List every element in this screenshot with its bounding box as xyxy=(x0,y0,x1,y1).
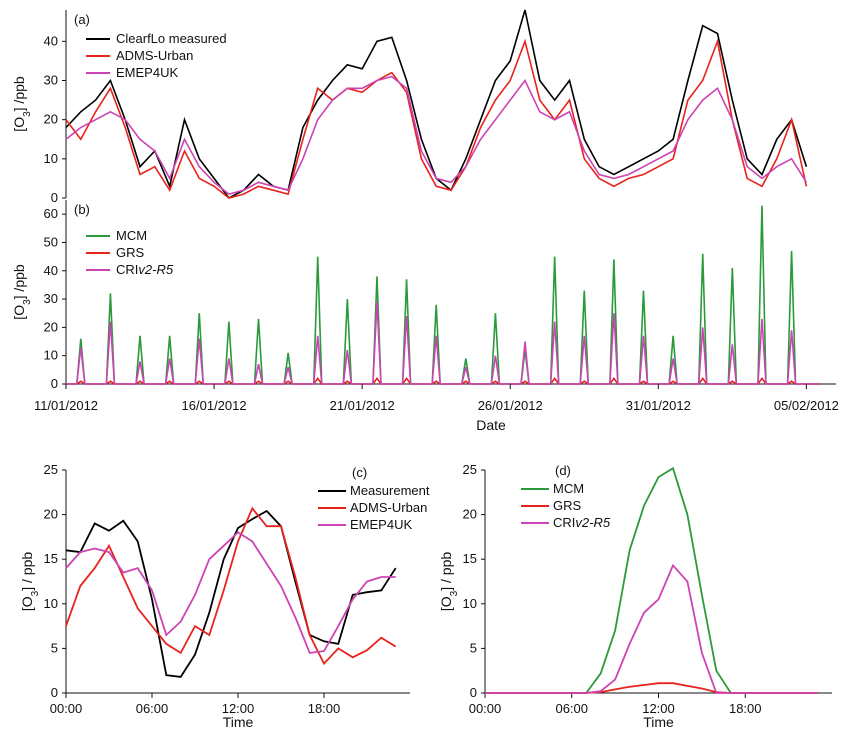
y-axis-label-part: [O xyxy=(19,596,35,611)
y-tick-label: 25 xyxy=(44,462,58,477)
y-axis-label-subscript: 3 xyxy=(30,590,41,596)
y-tick-label: 40 xyxy=(44,263,58,278)
series-line-emep4uk xyxy=(65,531,396,654)
y-axis-label-part: ] /ppb xyxy=(11,76,27,111)
panel-label: (a) xyxy=(74,12,90,27)
legend-text-part: v2-R5 xyxy=(575,515,610,530)
y-tick-label: 0 xyxy=(51,685,58,700)
y-tick-label: 10 xyxy=(44,151,58,166)
y-axis-label-part: ] / ppb xyxy=(19,552,35,591)
x-tick-label: 18:00 xyxy=(729,701,762,716)
x-tick-label: 18:00 xyxy=(308,701,341,716)
legend-text: GRS xyxy=(116,245,145,260)
x-tick-label: 06:00 xyxy=(136,701,169,716)
legend-text: ADMS-Urban xyxy=(350,500,427,515)
legend-text: MCM xyxy=(116,228,147,243)
panel-label: (c) xyxy=(352,465,367,480)
y-axis-label-subscript: 3 xyxy=(449,590,460,596)
legend-text-part: CRI xyxy=(553,515,575,530)
series-line-measurement xyxy=(65,509,397,678)
y-tick-label: 20 xyxy=(44,112,58,127)
x-tick-label: 06:00 xyxy=(555,701,588,716)
y-tick-label: 10 xyxy=(44,596,58,611)
y-axis-label: [O3] /ppb xyxy=(11,76,33,132)
x-axis-label: Time xyxy=(643,714,674,730)
y-tick-label: 20 xyxy=(463,507,477,522)
x-tick-label: 00:00 xyxy=(50,701,83,716)
y-tick-label: 5 xyxy=(51,640,58,655)
panel-a: 0 10 20 30 40 [O3] /ppb (a) ClearfLo measured AD… xyxy=(11,9,808,205)
panel-b: 0 10 20 30 40 50 60 [O3] /ppb (b) 11/01/2012 16/01… xyxy=(11,200,839,433)
y-axis-label-part: ] /ppb xyxy=(11,264,27,299)
series-line-mcm xyxy=(485,466,818,694)
x-tick-label: 11/01/2012 xyxy=(34,398,98,413)
x-tick-label: 12:00 xyxy=(642,701,675,716)
legend-text: CRIv2-R5 xyxy=(116,262,174,277)
y-tick-label: 0 xyxy=(51,190,58,205)
series-line-criv2-r5 xyxy=(485,563,818,694)
series-line-adms-urban xyxy=(65,506,397,666)
panel-label: (b) xyxy=(74,202,90,217)
y-axis-label: [O3] /ppb xyxy=(11,264,33,320)
y-tick-label: 20 xyxy=(44,319,58,334)
legend-text: Measurement xyxy=(350,483,430,498)
y-tick-label: 30 xyxy=(44,73,58,88)
y-tick-label: 50 xyxy=(44,234,58,249)
x-axis-label: Time xyxy=(223,714,254,730)
legend-text: ADMS-Urban xyxy=(116,48,193,63)
y-tick-label: 60 xyxy=(44,206,58,221)
series-line-grs xyxy=(485,682,818,694)
y-axis-label-subscript: 3 xyxy=(22,299,33,305)
y-tick-label: 0 xyxy=(470,685,477,700)
x-tick-label: 16/01/2012 xyxy=(182,398,247,413)
panel-label: (d) xyxy=(555,463,571,478)
series-line-grs xyxy=(66,376,822,385)
y-tick-label: 20 xyxy=(44,507,58,522)
series-line-emep4uk xyxy=(65,75,808,195)
legend-text: EMEP4UK xyxy=(350,517,412,532)
y-axis-label-part: [O xyxy=(438,596,454,611)
y-axis-label-part: ] / ppb xyxy=(438,552,454,591)
y-tick-label: 10 xyxy=(44,348,58,363)
y-tick-label: 40 xyxy=(44,33,58,48)
series-line-adms-urban xyxy=(65,38,808,199)
legend-text-part: v2-R5 xyxy=(138,262,173,277)
x-tick-label: 05/02/2012 xyxy=(774,398,839,413)
legend-text: MCM xyxy=(553,481,584,496)
panel-d: 0 5 10 15 20 25 00:00 06:00 12:00 18:00 Time [O3] /… xyxy=(438,462,832,730)
legend-text: GRS xyxy=(553,498,582,513)
x-tick-label: 12:00 xyxy=(222,701,255,716)
legend-text: ClearfLo measured xyxy=(116,31,227,46)
y-tick-label: 25 xyxy=(463,462,477,477)
y-tick-label: 15 xyxy=(463,551,477,566)
y-tick-label: 15 xyxy=(44,551,58,566)
legend-text-part: CRI xyxy=(116,262,138,277)
x-axis-label: Date xyxy=(476,417,506,433)
y-tick-label: 10 xyxy=(463,596,477,611)
x-tick-label: 00:00 xyxy=(469,701,502,716)
y-axis-label-part: [O xyxy=(11,305,27,320)
y-tick-label: 30 xyxy=(44,291,58,306)
legend-text: CRIv2-R5 xyxy=(553,515,611,530)
y-axis-label: [O3] / ppb xyxy=(438,552,460,611)
series-line-mcm xyxy=(66,205,822,385)
panel-c: 0 5 10 15 20 25 00:00 06:00 12:00 18:00 Time [O3] /… xyxy=(19,462,430,730)
y-axis-label-part: [O xyxy=(11,117,27,132)
y-tick-label: 5 xyxy=(470,640,477,655)
x-tick-label: 21/01/2012 xyxy=(330,398,395,413)
x-tick-label: 26/01/2012 xyxy=(478,398,543,413)
legend-text: EMEP4UK xyxy=(116,65,178,80)
y-axis-label-subscript: 3 xyxy=(22,111,33,117)
series-line-criv2-r5 xyxy=(66,301,822,385)
x-tick-label: 31/01/2012 xyxy=(626,398,691,413)
y-axis-label: [O3] / ppb xyxy=(19,552,41,611)
y-tick-label: 0 xyxy=(51,376,58,391)
